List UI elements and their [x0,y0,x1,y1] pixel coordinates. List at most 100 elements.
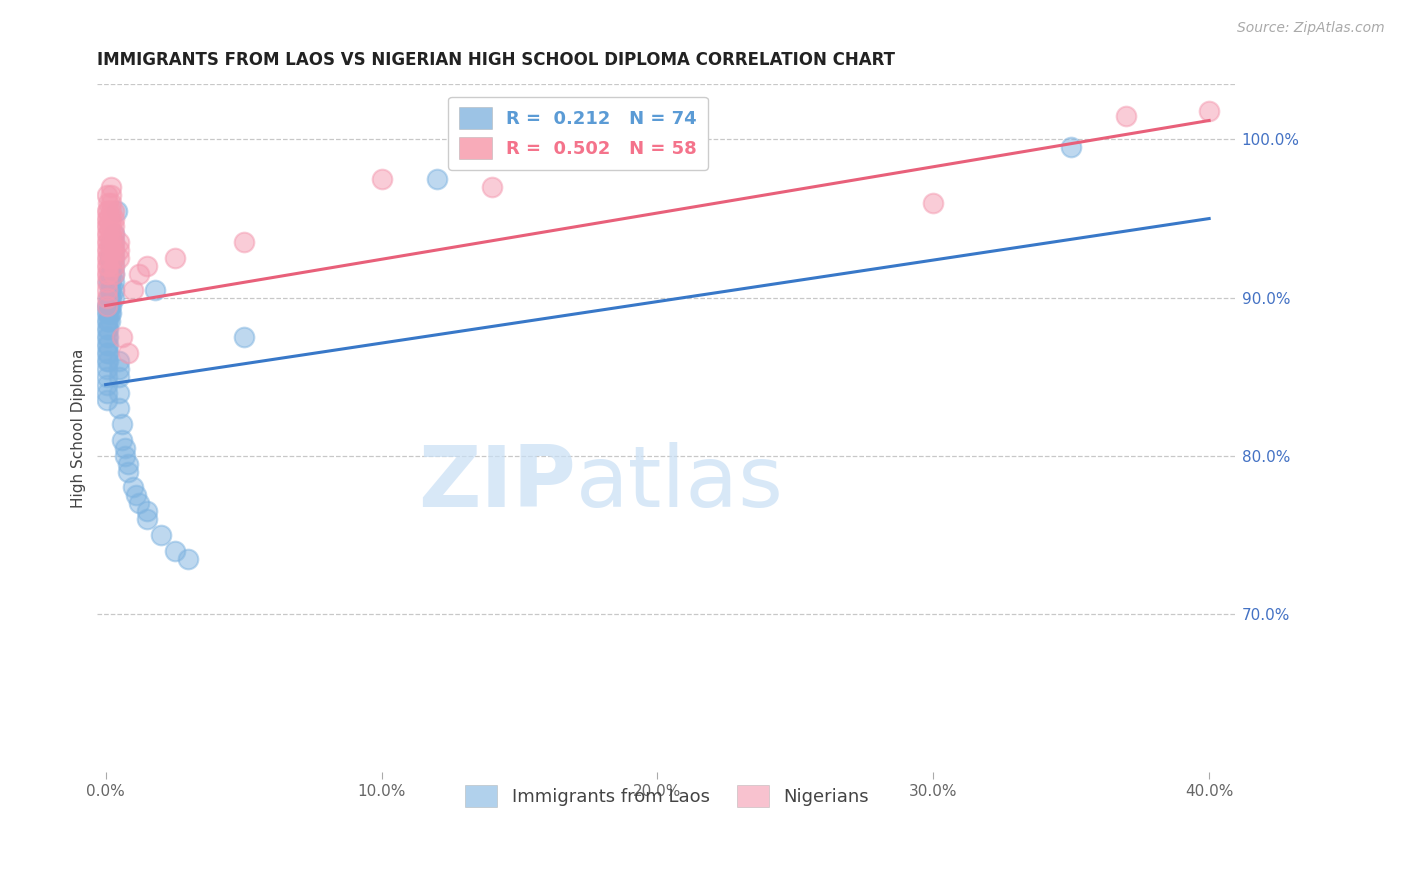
Point [100,219,122,234]
Point [103,259,125,273]
Point [100,235,122,250]
Point [108,369,131,384]
Point [122,283,145,297]
Point [1198,103,1220,118]
Point [100,259,122,273]
Point [103,243,125,257]
Point [100,187,122,202]
Y-axis label: High School Diploma: High School Diploma [72,349,86,508]
Point [96,385,118,400]
Point [96,361,118,376]
Point [97,314,120,328]
Point [103,227,125,242]
Point [100,283,122,297]
Point [96,377,118,392]
Point [103,219,125,234]
Point [143,283,166,297]
Point [96,275,118,289]
Point [163,543,186,558]
Point [108,251,131,265]
Legend: Immigrants from Laos, Nigerians: Immigrants from Laos, Nigerians [457,778,876,814]
Point [108,401,131,416]
Point [100,251,122,265]
Point [128,496,150,510]
Point [96,299,118,313]
Point [97,330,120,344]
Point [108,243,131,257]
Point [103,243,125,257]
Point [96,227,118,242]
Text: Source: ZipAtlas.com: Source: ZipAtlas.com [1237,21,1385,35]
Point [97,275,120,289]
Point [103,227,125,242]
Point [96,291,118,305]
Point [98,306,121,320]
Point [100,275,122,289]
Point [103,283,125,297]
Point [100,243,122,257]
Point [97,243,120,257]
Point [136,512,159,526]
Point [100,291,122,305]
Point [96,203,118,218]
Point [96,235,118,250]
Point [114,449,136,463]
Point [103,267,125,281]
Point [426,172,449,186]
Point [96,346,118,360]
Point [111,433,134,447]
Point [97,227,120,242]
Point [96,219,118,234]
Point [96,243,118,257]
Point [108,354,131,368]
Point [232,235,254,250]
Point [149,528,172,542]
Point [100,235,122,250]
Point [96,187,118,202]
Point [103,275,125,289]
Point [108,361,131,376]
Point [97,291,120,305]
Point [97,235,120,250]
Point [103,291,125,305]
Point [481,180,503,194]
Text: ZIP: ZIP [418,442,576,524]
Point [103,259,125,273]
Point [96,338,118,352]
Point [96,330,118,344]
Point [103,235,125,250]
Point [100,243,122,257]
Point [96,306,118,320]
Point [117,457,139,471]
Point [100,227,122,242]
Point [103,211,125,226]
Point [105,203,128,218]
Point [922,195,945,210]
Point [96,267,118,281]
Point [114,441,136,455]
Point [111,330,134,344]
Point [103,267,125,281]
Point [103,235,125,250]
Point [136,504,159,518]
Point [122,480,145,494]
Point [97,211,120,226]
Point [98,291,121,305]
Point [98,267,121,281]
Point [100,203,122,218]
Point [98,283,121,297]
Point [125,488,148,502]
Point [96,299,118,313]
Point [232,330,254,344]
Point [97,299,120,313]
Point [98,251,121,265]
Point [98,275,121,289]
Point [96,251,118,265]
Text: IMMIGRANTS FROM LAOS VS NIGERIAN HIGH SCHOOL DIPLOMA CORRELATION CHART: IMMIGRANTS FROM LAOS VS NIGERIAN HIGH SC… [97,51,896,69]
Point [96,314,118,328]
Point [98,314,121,328]
Point [108,385,131,400]
Point [117,465,139,479]
Point [98,299,121,313]
Point [97,219,120,234]
